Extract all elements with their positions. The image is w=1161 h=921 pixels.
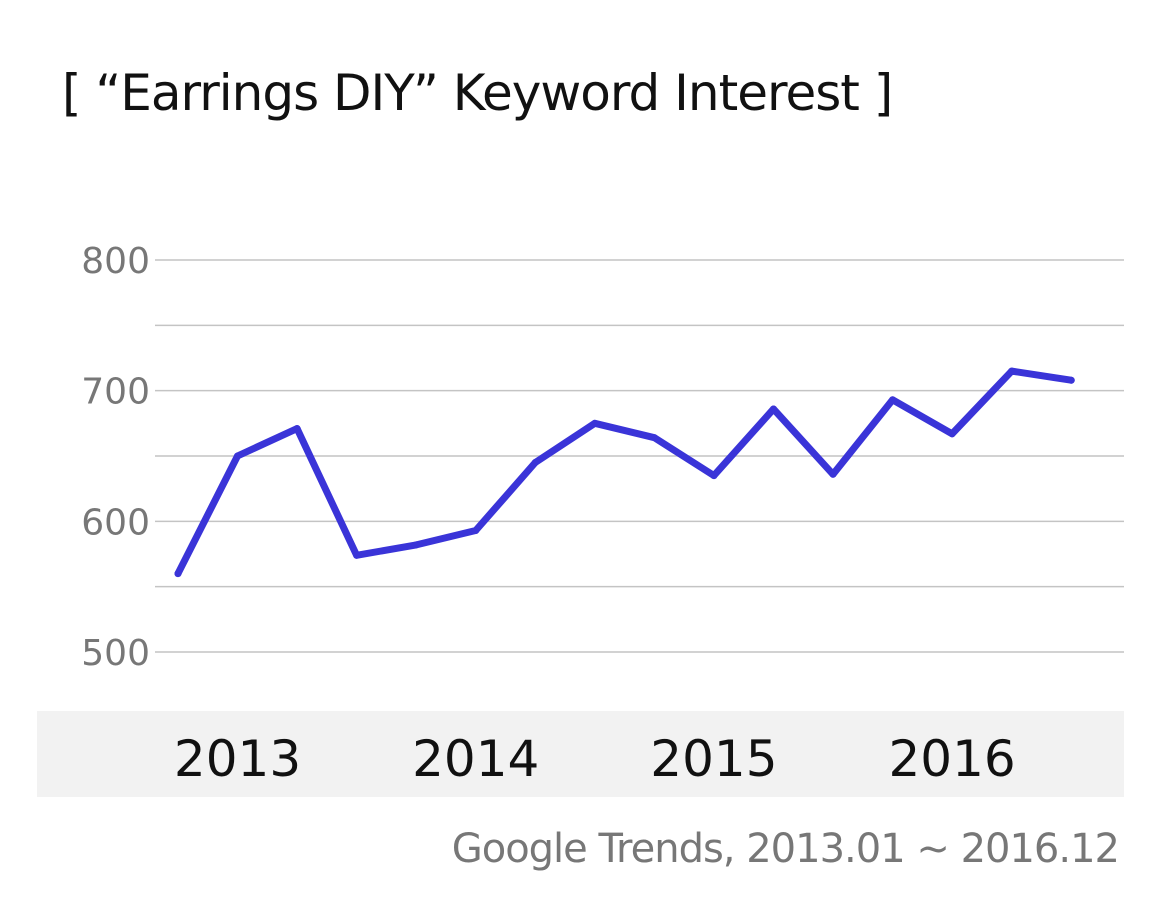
x-axis-ticks: 2013 2014 2015 2016: [174, 730, 1016, 788]
x-tick-label: 2016: [889, 730, 1016, 788]
data-point: [293, 425, 301, 433]
data-point: [710, 472, 718, 480]
series-line: [174, 367, 1075, 578]
series-layer: [174, 367, 1075, 578]
y-tick-label: 600: [81, 502, 150, 543]
x-axis-band: [37, 711, 1124, 797]
y-axis-ticks: 500 600 700 800: [81, 241, 150, 674]
data-point: [353, 551, 361, 559]
y-tick-label: 500: [81, 633, 150, 674]
y-tick-label: 700: [81, 372, 150, 413]
gridlines: [155, 259, 1124, 653]
data-point: [769, 405, 777, 413]
x-tick-label: 2013: [174, 730, 301, 788]
data-point: [174, 570, 182, 578]
y-tick-label: 800: [81, 241, 150, 282]
x-tick-label: 2014: [412, 730, 539, 788]
data-point: [591, 419, 599, 427]
data-point: [650, 434, 658, 442]
data-point: [234, 452, 242, 460]
data-point: [948, 430, 956, 438]
data-point: [889, 396, 897, 404]
chart-title: [ “Earrings DIY” Keyword Interest ]: [62, 64, 893, 122]
data-point: [1008, 367, 1016, 375]
data-point: [412, 541, 420, 549]
data-point: [1067, 376, 1075, 384]
data-point: [531, 459, 539, 467]
source-note: Google Trends, 2013.01 ~ 2016.12: [451, 826, 1120, 872]
x-tick-label: 2015: [650, 730, 777, 788]
data-point: [472, 526, 480, 534]
data-point: [829, 470, 837, 478]
